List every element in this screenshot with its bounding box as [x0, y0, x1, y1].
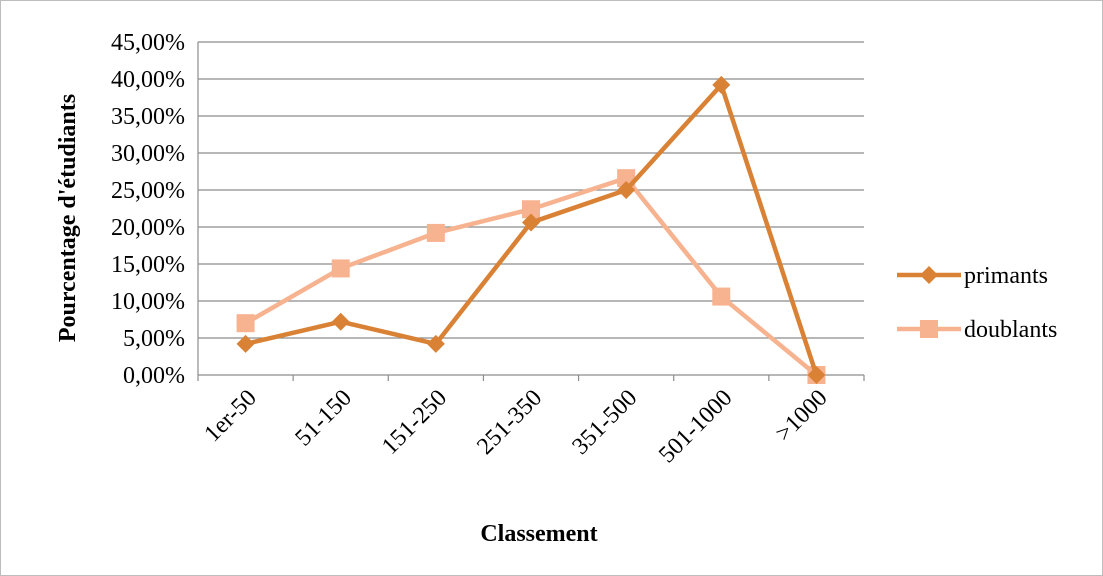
y-axis-ticks: 0,00% 5,00% 10,00% 15,00% 20,00% 25,00% 30,00%… [111, 30, 185, 389]
y-tick-label: 5,00% [123, 326, 185, 352]
legend: primants doublants [897, 263, 1057, 343]
data-point [522, 200, 540, 219]
data-point [236, 334, 255, 353]
y-tick-label: 35,00% [111, 104, 185, 130]
legend-label: primants [964, 263, 1048, 289]
data-point [331, 259, 350, 278]
data-point [426, 334, 445, 353]
y-tick-label: 25,00% [111, 178, 185, 204]
x-tick-label: 251-350 [472, 385, 547, 460]
x-tick-label: 351-500 [567, 385, 642, 460]
data-point [522, 213, 540, 232]
legend-marker [920, 320, 938, 338]
data-point [807, 366, 826, 384]
y-tick-label: 45,00% [111, 30, 185, 56]
x-tick-label: >1000 [771, 385, 833, 447]
legend-marker [920, 266, 938, 284]
series-group [236, 75, 826, 384]
data-point [331, 312, 350, 331]
x-axis-title: Classement [480, 521, 597, 547]
data-point [712, 75, 731, 94]
x-tick-label: 501-1000 [654, 385, 737, 468]
data-point [426, 223, 445, 242]
y-tick-label: 20,00% [111, 215, 185, 241]
y-tick-label: 40,00% [111, 67, 185, 93]
data-point [617, 181, 636, 199]
x-tick-label: 1er-50 [199, 385, 261, 447]
data-point [712, 287, 731, 306]
x-axis-ticks: 1er-50 51-150 151-250 251-350 351-500 501-100… [197, 375, 865, 468]
y-tick-label: 0,00% [123, 363, 185, 389]
data-point [236, 314, 255, 333]
y-tick-label: 10,00% [111, 289, 185, 315]
y-axis-title: Pourcentage d'étudiants [55, 94, 81, 342]
x-tick-label: 51-150 [290, 385, 356, 451]
series-primants [236, 75, 826, 384]
legend-label: doublants [964, 317, 1057, 343]
series-doublants [236, 169, 826, 384]
x-tick-label: 151-250 [377, 385, 452, 460]
y-tick-label: 30,00% [111, 141, 185, 167]
legend-item-primants: primants [897, 263, 1048, 289]
y-tick-label: 15,00% [111, 252, 185, 278]
legend-item-doublants: doublants [897, 317, 1057, 343]
